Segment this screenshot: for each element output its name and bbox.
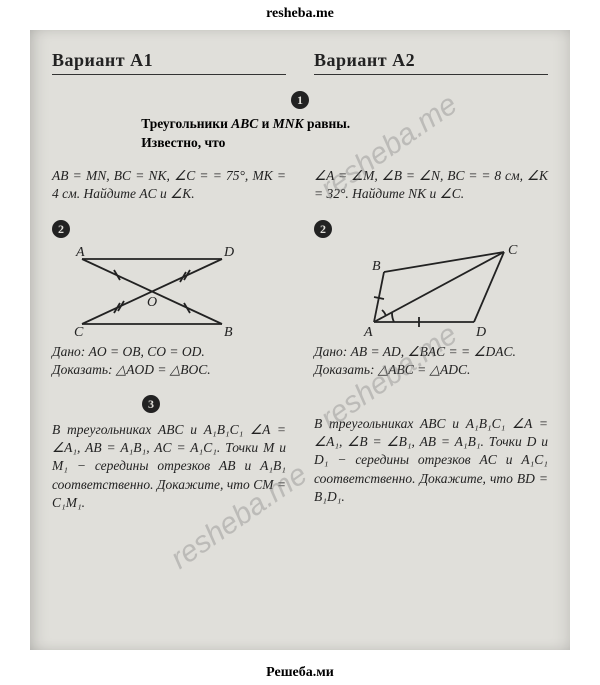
fig1-label-d: D [223, 245, 234, 260]
fig2-label-c: C [508, 244, 518, 258]
intro-text-2: и [258, 116, 273, 131]
intro-abc: ABC [231, 116, 258, 131]
intro-line2: Известно, что [141, 135, 225, 150]
a1-p2: Дано: AO = OB, CO = OD. Доказать: △AOD =… [52, 343, 286, 379]
variant-a1-title: Вариант А1 [52, 48, 286, 75]
scanned-page: Вариант А1 Вариант А2 1 Треугольники ABC… [30, 30, 570, 650]
intro-text-1: Треугольники [141, 116, 231, 131]
a2-p1: ∠A = ∠M, ∠B = ∠N, BC = = 8 см, ∠K = 32°.… [314, 167, 548, 203]
problem-1-marker: 1 [291, 91, 309, 109]
a2-problem-2-marker: 2 [314, 220, 332, 238]
col-right-body: ∠A = ∠M, ∠B = ∠N, BC = = 8 см, ∠K = 32°.… [314, 163, 548, 522]
col-left: Вариант А1 [52, 48, 286, 85]
a2-figure: A B C D [314, 244, 548, 339]
a1-problem-2-marker: 2 [52, 220, 70, 238]
col-right: Вариант А2 [314, 48, 548, 85]
a1-figure: A D C B O [52, 244, 286, 339]
variant-a2-title: Вариант А2 [314, 48, 548, 75]
a2-given: Дано: AB = AD, ∠BAC = = ∠DAC. [314, 344, 516, 359]
problem-1-intro: Треугольники ABC и MNK равны. Известно, … [141, 115, 458, 153]
fig1-label-c: C [74, 325, 84, 339]
intro-mnk: MNK [273, 116, 304, 131]
a2-p3: В треугольниках ABC и A₁B₁C₁ ∠A = ∠A₁, ∠… [314, 415, 548, 506]
a1-p3: В треугольниках ABC и A₁B₁C₁ ∠A = ∠A₁, A… [52, 421, 286, 512]
top-header: resheba.me [0, 0, 600, 30]
fig2-label-d: D [475, 325, 486, 340]
bottom-footer: Решеба.ми [0, 665, 600, 681]
a2-p2: Дано: AB = AD, ∠BAC = = ∠DAC. Доказать: … [314, 343, 548, 379]
fig1-label-o: O [147, 295, 157, 310]
a1-p1: AB = MN, BC = NK, ∠C = = 75°, MK = 4 см.… [52, 167, 286, 203]
fig2-label-a: A [363, 325, 373, 340]
fig1-label-a: A [75, 245, 85, 260]
col-left-body: AB = MN, BC = NK, ∠C = = 75°, MK = 4 см.… [52, 163, 286, 522]
a2-prove: Доказать: △ABC = △ADC. [314, 362, 470, 377]
intro-text-3: равны. [304, 116, 351, 131]
a1-problem-3-marker: 3 [142, 395, 160, 413]
a1-given: Дано: AO = OB, CO = OD. [52, 344, 205, 359]
fig1-label-b: B [224, 325, 233, 339]
fig2-label-b: B [372, 259, 381, 274]
a1-prove: Доказать: △AOD = △BOC. [52, 362, 211, 377]
